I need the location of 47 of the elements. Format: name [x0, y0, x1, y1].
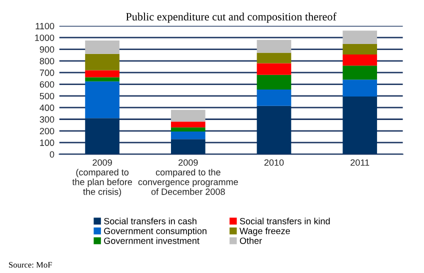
- bar: [170, 110, 206, 122]
- x-tick-label: 2011: [350, 159, 370, 166]
- x-tick-label: 2009 compared to the convergence programme of December 2008: [138, 159, 238, 195]
- y-tick-label: 1100: [36, 22, 54, 30]
- bar: [85, 77, 120, 82]
- chart-title: Public expenditure cut and composition thereof: [126, 12, 336, 23]
- bar: [342, 30, 378, 44]
- bar: [256, 90, 292, 106]
- y-tick-label: 1000: [35, 34, 54, 41]
- y-tick-label: 200: [40, 128, 54, 134]
- bar: [85, 40, 120, 54]
- y-tick-label: 400: [40, 104, 54, 111]
- bar: [342, 66, 378, 80]
- bar: [256, 74, 292, 90]
- bar: [85, 70, 120, 78]
- y-tick-label: 700: [40, 70, 54, 76]
- bar: [85, 81, 120, 118]
- legend-label: Government investment: [104, 237, 200, 244]
- legend-label: Social transfers in cash: [104, 218, 196, 224]
- y-tick-label: 500: [40, 92, 54, 100]
- bar: [342, 80, 378, 97]
- legend-label: Wage freeze: [240, 228, 290, 236]
- y-tick-label: 100: [40, 140, 54, 146]
- legend-label: Other: [240, 237, 262, 244]
- legend-label: Government consumption: [104, 228, 206, 236]
- bar: [85, 118, 120, 154]
- bar: [256, 40, 292, 53]
- y-tick-label: 600: [40, 81, 54, 88]
- bar: [342, 54, 378, 66]
- bar: [256, 63, 292, 75]
- bar: [342, 44, 378, 55]
- x-tick-label: 2010: [264, 159, 284, 166]
- x-tick-label: 2009 (compared to the plan before the crisis): [72, 159, 132, 197]
- bar: [256, 52, 292, 64]
- bar: [342, 96, 378, 154]
- bar: [170, 132, 206, 140]
- bar: [170, 127, 206, 132]
- y-tick-label: 900: [40, 46, 54, 53]
- y-tick-label: 800: [40, 58, 54, 64]
- y-tick-label: 300: [40, 116, 54, 123]
- bar: [256, 106, 292, 154]
- source-note: Source: MoF: [9, 262, 52, 268]
- legend-label: Social transfers in kind: [240, 218, 330, 224]
- bar: [170, 139, 206, 154]
- bar: [170, 122, 206, 128]
- y-tick-label: 0: [50, 151, 54, 158]
- bar: [85, 54, 120, 70]
